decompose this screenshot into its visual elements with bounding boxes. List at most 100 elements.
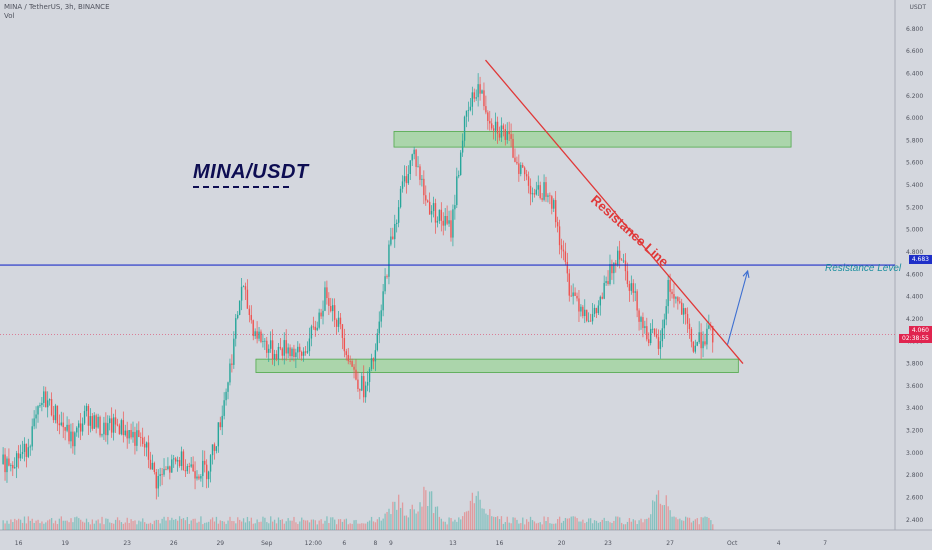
x-tick-label: Oct (727, 540, 738, 547)
y-tick-label: 4.400 (906, 294, 923, 301)
candle-body (35, 414, 37, 419)
volume-bar (151, 524, 154, 530)
volume-bar (308, 522, 311, 530)
candle-body (227, 382, 229, 392)
candle-body (430, 211, 433, 215)
volume-bar (363, 523, 365, 530)
candle-body (291, 348, 293, 357)
candle-body (105, 422, 107, 436)
volume-bar (132, 521, 134, 530)
volume-bar (692, 520, 695, 530)
volume-bar (52, 523, 55, 530)
candle-body (667, 280, 669, 307)
volume-bar (153, 520, 156, 530)
candle-body (444, 215, 446, 226)
candle-body (33, 418, 35, 427)
volume-bar (328, 522, 330, 530)
volume-bar (335, 524, 338, 530)
volume-label: Vol (4, 12, 15, 20)
volume-bar (107, 518, 109, 530)
volume-bar (446, 524, 448, 530)
candle-body (190, 464, 192, 467)
candle-body (109, 418, 111, 424)
candle-body (112, 417, 115, 433)
candle-body (312, 326, 315, 328)
candle-body (463, 116, 466, 141)
volume-bar (45, 522, 47, 530)
candle-body (648, 339, 650, 344)
candle-body (454, 205, 456, 210)
volume-bar (545, 521, 547, 530)
candle-body (669, 280, 671, 292)
volume-bar (551, 523, 553, 530)
candle-body (268, 348, 270, 353)
volume-bar (698, 524, 700, 530)
candle-body (62, 422, 64, 428)
volume-bar (390, 514, 392, 530)
volume-bar (217, 523, 220, 530)
volume-bar (407, 517, 410, 530)
y-tick-label: 5.800 (906, 137, 923, 144)
volume-bar (419, 502, 421, 530)
volume-bar (89, 524, 92, 530)
candle-body (496, 121, 499, 134)
volume-bar (498, 519, 501, 530)
candle-body (677, 297, 679, 302)
candle-body (304, 351, 307, 353)
volume-bar (353, 520, 355, 530)
candle-body (483, 90, 485, 107)
volume-bar (320, 519, 322, 530)
candle-body (556, 222, 559, 227)
volume-bar (638, 520, 640, 530)
volume-bar (479, 499, 481, 530)
candle-body (237, 314, 239, 319)
candle-body (233, 338, 235, 365)
candle-body (448, 220, 450, 224)
volume-bar (628, 518, 631, 530)
candle-body (473, 92, 475, 99)
volume-bar (533, 521, 536, 530)
candle-body (428, 201, 431, 215)
candle-body (438, 209, 441, 221)
volume-bar (99, 523, 101, 530)
volume-bar (609, 522, 611, 530)
candle-body (333, 305, 336, 320)
x-tick-label: 12:00 (305, 540, 322, 547)
candle-body (213, 444, 216, 451)
candle-body (97, 416, 99, 428)
candle-body (489, 120, 491, 124)
x-tick-label: 7 (823, 540, 827, 547)
candle-body (277, 346, 280, 360)
candle-body (223, 400, 225, 416)
volume-bar (184, 520, 187, 530)
candle-body (609, 264, 611, 284)
candle-body (388, 244, 390, 277)
candle-body (138, 430, 140, 437)
volume-bar (475, 495, 477, 530)
y-tick-label: 5.000 (906, 227, 923, 234)
candle-body (2, 454, 4, 465)
volume-bar (382, 518, 384, 530)
candle-body (646, 326, 648, 340)
volume-bar (582, 519, 584, 530)
volume-bar (636, 524, 638, 530)
volume-bar (423, 486, 425, 530)
volume-bar (256, 519, 258, 530)
volume-bar (279, 519, 282, 530)
candle-body (351, 361, 353, 367)
candle-body (450, 220, 452, 238)
candle-body (110, 418, 113, 433)
candle-body (188, 466, 190, 467)
candle-body (217, 422, 220, 447)
candle-body (681, 302, 683, 315)
volume-bar (543, 516, 545, 530)
candle-body (320, 312, 322, 317)
volume-bar (396, 509, 398, 530)
volume-bar (539, 522, 541, 530)
candle-body (502, 125, 505, 130)
volume-bar (463, 512, 466, 530)
volume-bar (25, 523, 28, 530)
candle-body (425, 195, 427, 201)
